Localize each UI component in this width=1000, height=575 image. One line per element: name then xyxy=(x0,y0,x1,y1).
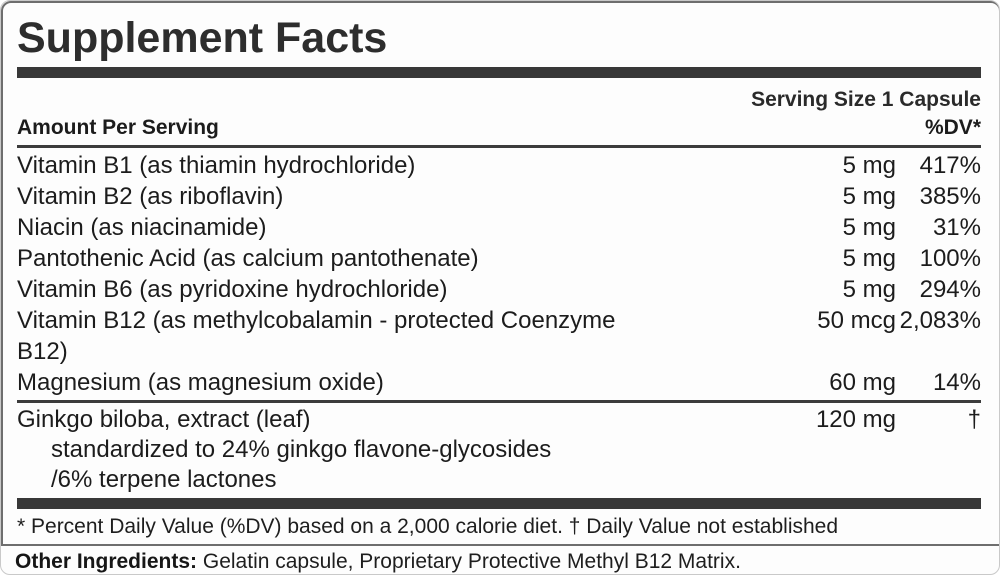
nutrient-dv: 100% xyxy=(919,245,981,272)
nutrient-name: Vitamin B6 (as pyridoxine hydrochloride) xyxy=(17,276,448,303)
divider-thick-top xyxy=(17,67,981,78)
divider-header xyxy=(17,145,981,148)
nutrient-row: Magnesium (as magnesium oxide) 60 mg 14% xyxy=(17,367,981,398)
nutrient-amount: 5 mg xyxy=(842,245,896,272)
page-title: Supplement Facts xyxy=(17,14,388,62)
botanical-dv: † xyxy=(967,406,981,433)
nutrient-dv: 2,083% xyxy=(899,307,981,334)
nutrient-name: Vitamin B1 (as thiamin hydrochloride) xyxy=(17,152,416,179)
column-header-row: Amount Per Serving %DV* xyxy=(17,114,981,142)
divider-botanical xyxy=(17,400,981,403)
nutrient-row: Vitamin B6 (as pyridoxine hydrochloride)… xyxy=(17,274,981,305)
botanical-row: Ginkgo biloba, extract (leaf) 120 mg † xyxy=(17,405,981,435)
nutrient-name: Vitamin B12 (as methylcobalamin - protec… xyxy=(17,307,616,365)
column-header-amount: Amount Per Serving xyxy=(17,116,219,139)
botanical-detail: /6% terpene lactones xyxy=(51,466,277,493)
nutrient-dv: 385% xyxy=(919,183,981,210)
nutrient-amount: 5 mg xyxy=(842,276,896,303)
nutrient-row: Niacin (as niacinamide) 5 mg 31% xyxy=(17,212,981,243)
nutrient-amount: 50 mcg xyxy=(817,307,896,334)
nutrient-row: Vitamin B12 (as methylcobalamin - protec… xyxy=(17,305,981,367)
nutrient-amount: 5 mg xyxy=(842,152,896,179)
nutrient-dv: 14% xyxy=(932,369,981,396)
serving-size: Serving Size 1 Capsule xyxy=(751,88,981,111)
nutrient-dv: 294% xyxy=(919,276,981,303)
nutrient-dv: 417% xyxy=(919,152,981,179)
nutrient-dv: 31% xyxy=(932,214,981,241)
nutrient-amount: 5 mg xyxy=(842,183,896,210)
other-ingredients: Other Ingredients: Gelatin capsule, Prop… xyxy=(15,548,975,574)
botanical-amount: 120 mg xyxy=(815,406,896,433)
botanical-detail: standardized to 24% ginkgo flavone-glyco… xyxy=(51,436,552,463)
divider-thick-bottom xyxy=(17,498,981,509)
nutrient-row: Vitamin B1 (as thiamin hydrochloride) 5 … xyxy=(17,150,981,181)
column-header-dv: %DV* xyxy=(924,116,981,139)
nutrient-rows: Vitamin B1 (as thiamin hydrochloride) 5 … xyxy=(17,150,981,398)
nutrient-name: Vitamin B2 (as riboflavin) xyxy=(17,183,284,210)
other-ingredients-text: Gelatin capsule, Proprietary Protective … xyxy=(202,550,741,573)
other-ingredients-label: Other Ingredients: xyxy=(15,550,198,573)
nutrient-name: Niacin (as niacinamide) xyxy=(17,214,267,241)
botanical-name: Ginkgo biloba, extract (leaf) xyxy=(17,406,311,433)
nutrient-name: Magnesium (as magnesium oxide) xyxy=(17,369,384,396)
footnote: * Percent Daily Value (%DV) based on a 2… xyxy=(17,515,839,538)
facts-panel: Supplement Facts Serving Size 1 Capsule … xyxy=(1,1,999,546)
botanical-section: Ginkgo biloba, extract (leaf) 120 mg † s… xyxy=(17,405,981,495)
nutrient-row: Pantothenic Acid (as calcium pantothenat… xyxy=(17,243,981,274)
nutrient-amount: 60 mg xyxy=(829,369,896,396)
nutrient-name: Pantothenic Acid (as calcium pantothenat… xyxy=(17,245,479,272)
nutrient-row: Vitamin B2 (as riboflavin) 5 mg 385% xyxy=(17,181,981,212)
nutrient-amount: 5 mg xyxy=(842,214,896,241)
